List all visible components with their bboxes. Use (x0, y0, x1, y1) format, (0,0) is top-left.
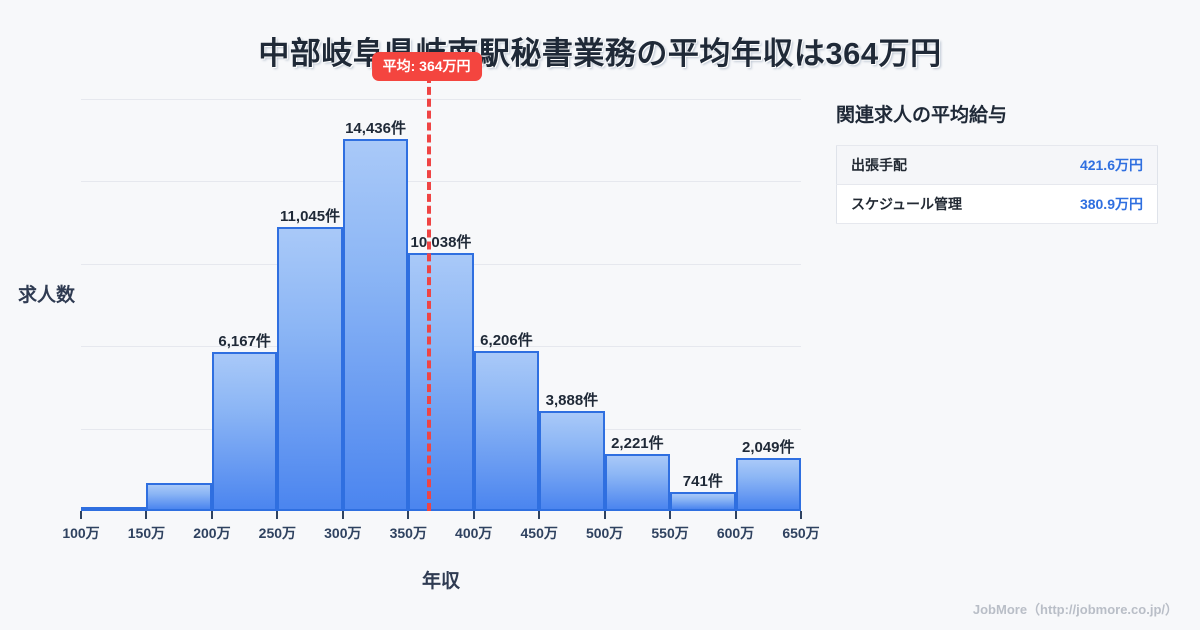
table-row[interactable]: 出張手配 421.6万円 (836, 145, 1158, 185)
bar-value-label: 2,221件 (611, 434, 664, 452)
footer-credit: JobMore（http://jobmore.co.jp/） (972, 602, 1178, 617)
related-salary-title: 関連求人の平均給与 (836, 105, 1008, 126)
x-axis-tick (407, 511, 410, 519)
gridline (81, 99, 801, 100)
bar[interactable] (735, 458, 801, 511)
x-axis-tick-label: 200万 (193, 525, 231, 541)
bar[interactable] (539, 410, 605, 511)
bar[interactable] (211, 352, 278, 511)
x-axis-tick (80, 511, 82, 519)
x-axis-tick-label: 600万 (716, 525, 755, 541)
x-axis-tick-label: 100万 (62, 525, 100, 541)
x-axis-title: 年収 (421, 571, 460, 592)
related-job-name: 出張手配 (851, 157, 907, 173)
x-axis-tick-label: 550万 (651, 525, 689, 541)
x-axis-tick (472, 511, 475, 519)
x-axis-tick-label: 250万 (258, 525, 297, 541)
related-job-name: スケジュール管理 (851, 196, 963, 212)
bar-value-label: 3,888件 (545, 391, 599, 409)
x-axis-tick-label: 500万 (585, 525, 624, 541)
plot-area: 6,167件 11,045件 14,436件 10,038件 6,206件 3,888件 2… (62, 52, 820, 541)
bar[interactable] (277, 226, 343, 511)
x-axis-tick (276, 511, 279, 519)
table-row[interactable]: スケジュール管理 380.9万円 (836, 184, 1158, 224)
bar[interactable] (473, 351, 540, 511)
bar-value-label: 10,038件 (410, 233, 472, 251)
bar[interactable] (342, 139, 409, 511)
x-axis-tick (800, 511, 802, 519)
x-axis-tick (734, 511, 737, 519)
mean-badge: 平均: 364万円 (371, 52, 482, 81)
bar[interactable] (408, 252, 474, 511)
x-axis-tick (341, 511, 344, 519)
related-salary-panel: 関連求人の平均給与 出張手配 421.6万円スケジュール管理 380.9万円 (836, 100, 1166, 224)
bar[interactable] (81, 507, 147, 511)
mean-line (426, 75, 431, 511)
x-axis-tick-label: 450万 (520, 525, 558, 541)
x-axis-tick-label: 150万 (127, 525, 166, 541)
bar-value-label: 2,049件 (741, 439, 795, 457)
y-axis-title: 求人数 (18, 285, 76, 306)
bar-value-label: 6,206件 (480, 332, 533, 350)
x-axis-tick-label: 650万 (782, 525, 820, 541)
x-axis-tick (669, 511, 672, 519)
gridline (81, 181, 801, 183)
related-salary-table: 出張手配 421.6万円スケジュール管理 380.9万円 (836, 145, 1158, 224)
bar-value-label: 741件 (682, 472, 723, 490)
bar-value-label: 11,045件 (280, 207, 341, 225)
x-axis-tick (603, 511, 606, 519)
x-axis-tick (145, 511, 148, 519)
histogram-chart: 求人数 6,167件 11,045件 14,436件 10,038件 6,206件 3,8… (18, 52, 820, 592)
related-job-salary: 380.9万円 (1079, 196, 1143, 212)
bar-value-label: 6,167件 (218, 333, 271, 351)
x-axis-tick-label: 400万 (455, 525, 493, 541)
x-axis-tick (210, 511, 213, 519)
related-job-salary: 421.6万円 (1079, 157, 1143, 173)
x-axis-tick-label: 350万 (389, 525, 427, 541)
bar[interactable] (146, 482, 212, 511)
x-axis-tick-label: 300万 (324, 525, 362, 541)
bar[interactable] (670, 491, 736, 511)
bar-value-label: 14,436件 (345, 120, 406, 138)
bar[interactable] (604, 453, 671, 511)
x-axis-tick (538, 511, 541, 519)
